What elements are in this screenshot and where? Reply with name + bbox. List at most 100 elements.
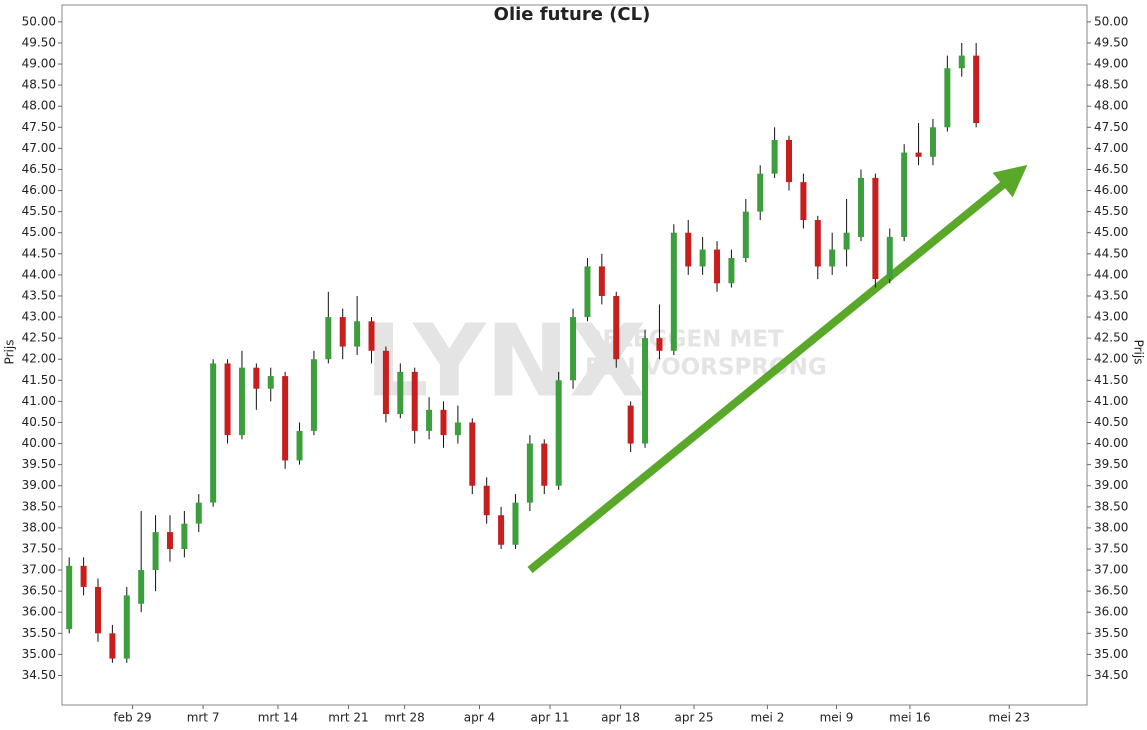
x-tick-label: apr 4 (464, 711, 495, 725)
y2-tick-label: 35.50 (1094, 626, 1128, 640)
y2-tick-label: 39.00 (1094, 478, 1128, 492)
y2-tick-label: 37.00 (1094, 563, 1128, 577)
y-tick-label: 47.00 (22, 141, 56, 155)
y2-tick-label: 46.50 (1094, 162, 1128, 176)
y2-tick-label: 48.00 (1094, 99, 1128, 113)
candle-body (714, 249, 721, 284)
y2-tick-label: 44.50 (1094, 246, 1128, 260)
candle-body (886, 236, 893, 280)
candle-body (742, 211, 749, 259)
y2-tick-label: 41.50 (1094, 373, 1128, 387)
y-tick-label: 49.50 (22, 35, 56, 49)
y-tick-label: 48.50 (22, 78, 56, 92)
y-tick-label: 50.00 (22, 14, 56, 28)
candle-body (296, 430, 303, 461)
candle-body (210, 363, 217, 503)
y-tick-label: 39.00 (22, 478, 56, 492)
trend-arrow (527, 164, 1028, 574)
candle-body (224, 363, 231, 436)
y2-tick-label: 47.50 (1094, 120, 1128, 134)
candle-body (555, 380, 562, 486)
candle-body (699, 249, 706, 267)
candle-body (613, 295, 620, 360)
y-tick-label: 47.50 (22, 120, 56, 134)
candle-body (541, 443, 548, 486)
x-tick-label: feb 29 (113, 711, 151, 725)
y-tick-label: 45.50 (22, 204, 56, 218)
chart-title: Olie future (CL) (494, 4, 651, 25)
candle-body (800, 182, 807, 221)
x-tick-label: mei 9 (820, 711, 854, 725)
x-tick-label: mrt 7 (187, 711, 220, 725)
y2-tick-label: 48.50 (1094, 78, 1128, 92)
x-tick-label: mrt 28 (384, 711, 424, 725)
y2-tick-label: 36.50 (1094, 584, 1128, 598)
candle-body (325, 317, 332, 360)
candle-body (94, 586, 101, 634)
y2-tick-label: 42.50 (1094, 331, 1128, 345)
candle-body (771, 139, 778, 174)
x-tick-label: mei 16 (889, 711, 931, 725)
y2-axis-label: Prijs (1132, 340, 1146, 365)
candle-body (642, 338, 649, 444)
candle-body (498, 515, 505, 545)
candle-body (843, 232, 850, 250)
y2-tick-label: 45.00 (1094, 225, 1128, 239)
y-tick-label: 43.00 (22, 310, 56, 324)
y-tick-label: 40.00 (22, 436, 56, 450)
candle-body (973, 55, 980, 124)
y-tick-label: 40.50 (22, 415, 56, 429)
y-tick-label: 42.00 (22, 352, 56, 366)
candle-body (397, 371, 404, 415)
candle-body (915, 152, 922, 157)
candle-body (584, 266, 591, 318)
candle-body (757, 173, 764, 212)
y-tick-label: 36.00 (22, 605, 56, 619)
candle-body (166, 532, 173, 549)
candle-body (109, 633, 116, 659)
candle-body (152, 532, 159, 571)
watermark: LYNX BELEGGEN MET EEN VOORSPRONG (365, 302, 827, 419)
x-tick-label: mrt 14 (258, 711, 298, 725)
y2-tick-label: 39.50 (1094, 457, 1128, 471)
y-tick-label: 44.50 (22, 246, 56, 260)
y-tick-label: 34.50 (22, 668, 56, 682)
candle-body (382, 350, 389, 415)
y-tick-label: 45.00 (22, 225, 56, 239)
candle-body (267, 376, 274, 389)
y2-tick-label: 46.00 (1094, 183, 1128, 197)
y-tick-label: 37.00 (22, 563, 56, 577)
plot-frame (61, 4, 1088, 706)
y-tick-label: 44.00 (22, 267, 56, 281)
y2-tick-label: 44.00 (1094, 267, 1128, 281)
candle-body (469, 422, 476, 486)
candle-body (857, 177, 864, 237)
y-tick-label: 41.50 (22, 373, 56, 387)
y2-tick-label: 35.00 (1094, 647, 1128, 661)
candle-body (526, 443, 533, 503)
y-tick-label: 36.50 (22, 584, 56, 598)
x-tick-label: mei 2 (750, 711, 784, 725)
x-tick-label: apr 11 (531, 711, 570, 725)
candle-body (829, 249, 836, 267)
y2-tick-label: 49.00 (1094, 57, 1128, 71)
candle-body (627, 405, 634, 444)
y2-tick-label: 41.00 (1094, 394, 1128, 408)
candle-body (901, 152, 908, 237)
y2-tick-label: 43.00 (1094, 310, 1128, 324)
y-tick-label: 49.00 (22, 57, 56, 71)
candle-body (339, 317, 346, 347)
y-tick-label: 46.50 (22, 162, 56, 176)
y2-tick-label: 40.50 (1094, 415, 1128, 429)
candle-body (512, 502, 519, 545)
x-tick-label: apr 18 (601, 711, 640, 725)
y2-tick-label: 34.50 (1094, 668, 1128, 682)
y2-tick-label: 49.50 (1094, 35, 1128, 49)
y2-tick-label: 42.00 (1094, 352, 1128, 366)
y2-tick-label: 36.00 (1094, 605, 1128, 619)
candle-body (411, 371, 418, 431)
candle-body (786, 139, 793, 183)
x-tick-label: mrt 21 (328, 711, 368, 725)
y-tick-label: 46.00 (22, 183, 56, 197)
